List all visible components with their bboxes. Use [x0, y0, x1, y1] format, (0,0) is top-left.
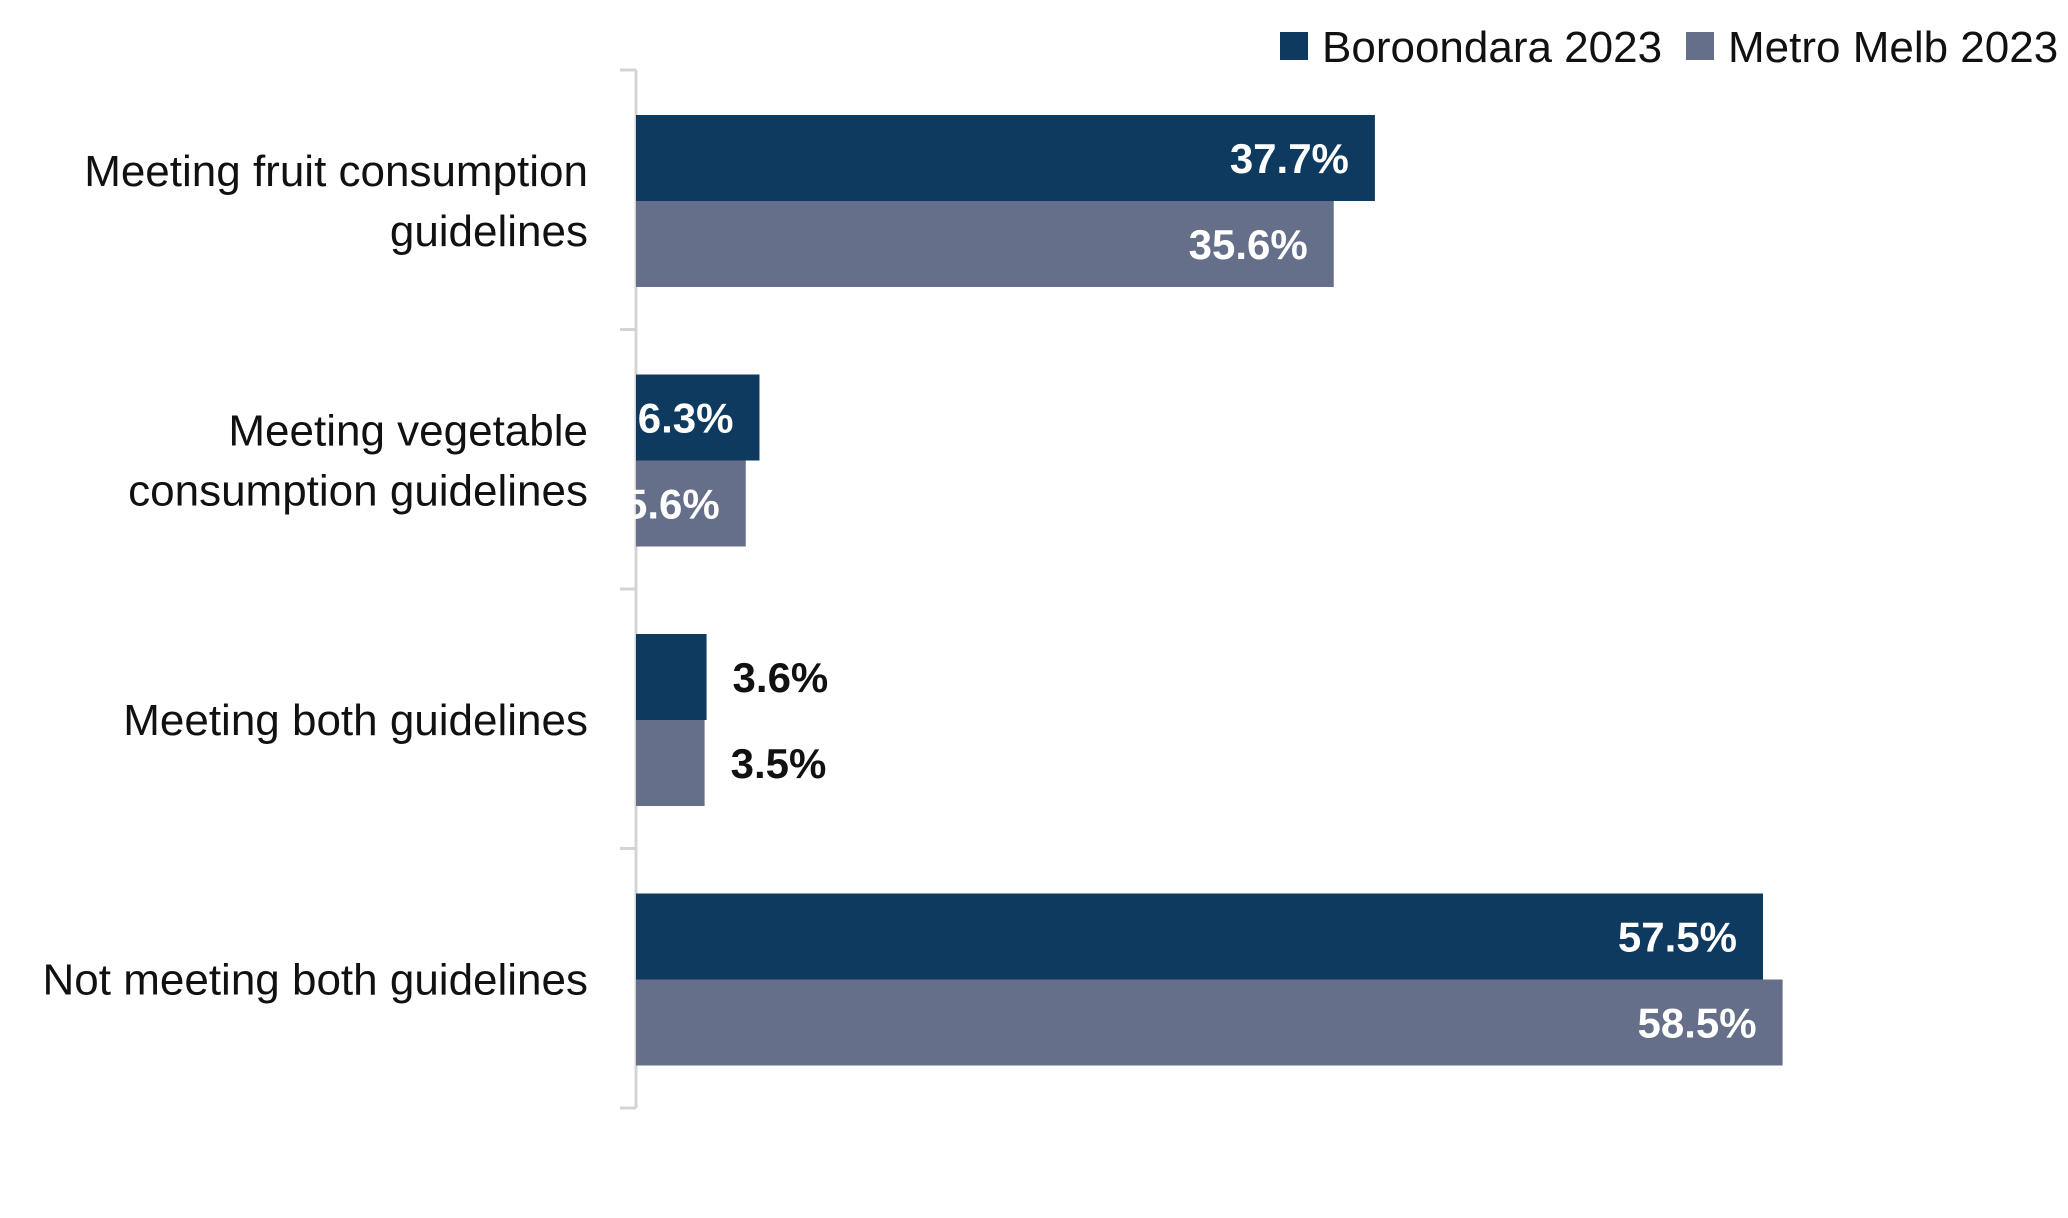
data-label: 37.7% — [1230, 135, 1349, 182]
legend: Boroondara 2023 Metro Melb 2023 — [1280, 23, 2058, 72]
data-label: 57.5% — [1618, 914, 1737, 961]
data-label: 3.5% — [731, 740, 827, 787]
category-label: Meeting fruit consumption — [84, 147, 588, 196]
legend-entry: Metro Melb 2023 — [1728, 23, 2058, 72]
category-label: Meeting vegetable — [228, 407, 588, 456]
bar — [636, 979, 1783, 1066]
data-label: 58.5% — [1638, 1000, 1757, 1047]
category-label: guidelines — [390, 207, 588, 256]
data-label: 6.3% — [638, 395, 734, 442]
legend-entry: Boroondara 2023 — [1322, 23, 1662, 72]
data-label: 35.6% — [1189, 221, 1308, 268]
data-label: 5.6% — [624, 481, 720, 528]
bar — [636, 460, 746, 547]
bar — [636, 374, 760, 461]
bars: 37.7% 35.6% 6.3% 5.6% 3.6% 3.5% 57.5% 58.5% — [624, 115, 1783, 1066]
bar — [636, 634, 707, 720]
data-label: 3.6% — [733, 654, 829, 701]
category-label: Meeting both guidelines — [123, 696, 588, 745]
category-label: consumption guidelines — [128, 467, 588, 516]
category-axis — [620, 68, 638, 1110]
bar — [636, 893, 1763, 980]
legend-swatch — [1280, 32, 1308, 60]
bar — [636, 115, 1375, 201]
category-label: Not meeting both guidelines — [43, 956, 588, 1005]
legend-swatch — [1686, 32, 1714, 60]
bar — [636, 201, 1334, 287]
bar — [636, 720, 705, 806]
category-labels: Meeting fruit consumption guidelines Meeti… — [43, 147, 588, 1005]
